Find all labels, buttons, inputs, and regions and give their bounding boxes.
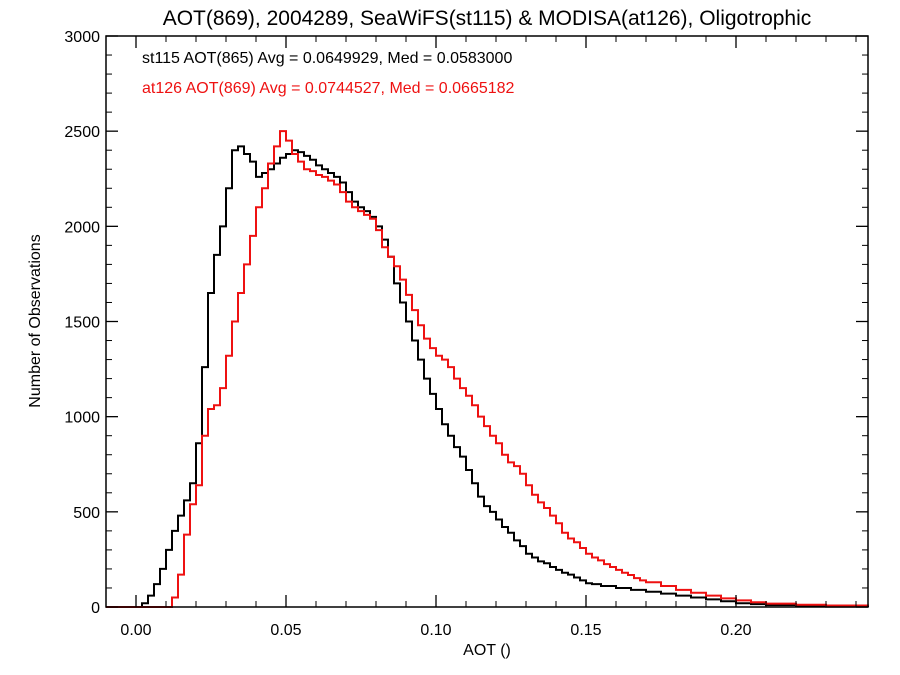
annotation-at126: at126 AOT(869) Avg = 0.0744527, Med = 0.… (142, 80, 515, 97)
chart-title: AOT(869), 2004289, SeaWiFS(st115) & MODI… (163, 7, 812, 30)
annotation-st115: st115 AOT(865) Avg = 0.0649929, Med = 0.… (142, 50, 512, 67)
y-tick-label: 500 (73, 505, 100, 522)
x-tick-label: 0.00 (120, 622, 151, 639)
plot-frame (105, 35, 869, 608)
axis-ticks: 0.00 0.05 0.10 0.15 0.20 0 500 1000 1500 2000 2500… (64, 29, 868, 639)
x-tick-label: 0.20 (720, 622, 751, 639)
y-tick-label: 1500 (64, 315, 100, 332)
y-tick-label: 1000 (64, 410, 100, 427)
y-axis-label: Number of Observations (27, 234, 44, 407)
series-layer (106, 130, 869, 608)
y-tick-label: 3000 (64, 29, 100, 46)
x-axis-label: AOT () (463, 642, 511, 659)
x-tick-label: 0.05 (270, 622, 301, 639)
y-tick-label: 2000 (64, 219, 100, 236)
y-tick-label: 0 (91, 600, 100, 617)
series-line-0 (106, 145, 869, 608)
y-tick-label: 2500 (64, 124, 100, 141)
x-tick-label: 0.10 (420, 622, 451, 639)
series-line-1 (106, 130, 869, 608)
x-tick-label: 0.15 (570, 622, 601, 639)
